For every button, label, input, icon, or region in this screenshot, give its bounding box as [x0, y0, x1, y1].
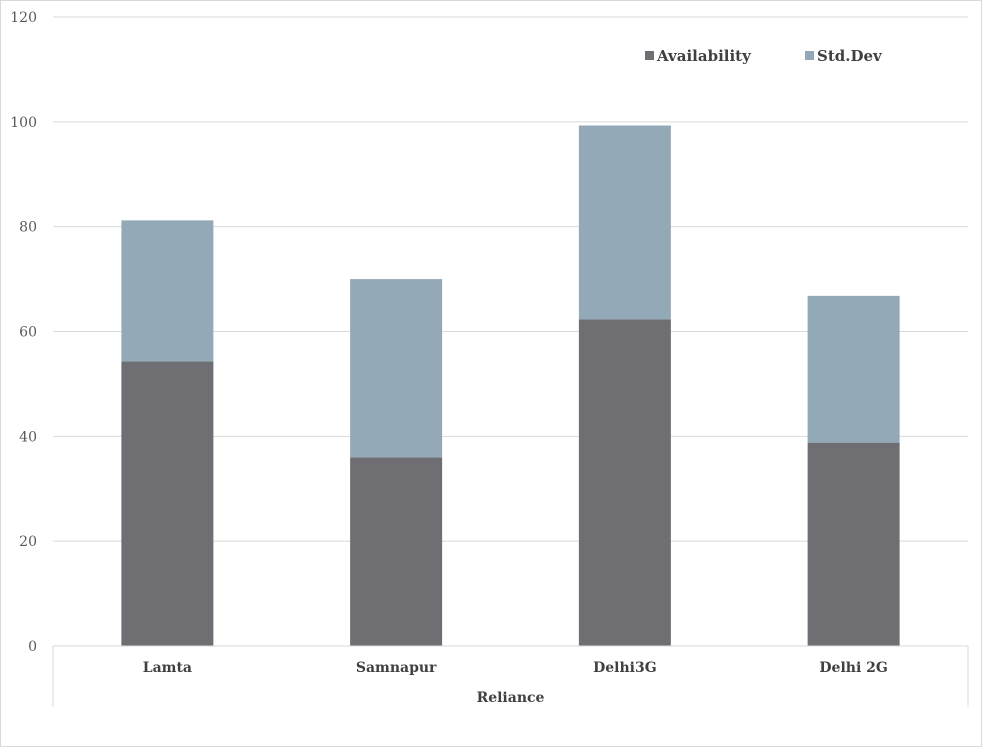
y-tick-label: 60 [19, 325, 37, 341]
y-tick-label: 80 [19, 220, 37, 236]
bar-std-dev-samnapur [350, 279, 443, 458]
y-tick-label: 20 [19, 534, 37, 550]
bars [121, 125, 900, 646]
bar-availability-delhi-2g [807, 442, 900, 646]
legend-label: Std.Dev [817, 47, 883, 65]
y-tick-label: 120 [10, 10, 37, 26]
x-tick-label: Delhi3G [593, 660, 657, 676]
legend-swatch [805, 51, 814, 60]
legend: Availability Std.Dev [645, 47, 883, 65]
x-tick-label: Samnapur [356, 660, 437, 676]
bar-std-dev-delhi-2g [807, 295, 900, 443]
y-tick-label: 100 [10, 115, 37, 131]
legend-swatch [645, 51, 654, 60]
legend-label: Availability [656, 47, 752, 65]
y-axis-tick-labels: 0 20 40 60 80 100 120 [10, 10, 37, 655]
x-axis: Lamta Samnapur Delhi3G Delhi 2G Reliance [52, 645, 969, 707]
bar-std-dev-lamta [121, 220, 214, 362]
bar-availability-lamta [121, 361, 214, 646]
bar-availability-delhi3g [578, 319, 671, 646]
x-tick-label: Lamta [143, 660, 192, 676]
y-tick-label: 0 [28, 639, 37, 655]
x-tick-label: Delhi 2G [819, 660, 887, 676]
x-group-label: Reliance [477, 690, 545, 706]
bar-std-dev-delhi3g [578, 125, 671, 320]
bar-availability-samnapur [350, 457, 443, 646]
y-tick-label: 40 [19, 429, 37, 445]
